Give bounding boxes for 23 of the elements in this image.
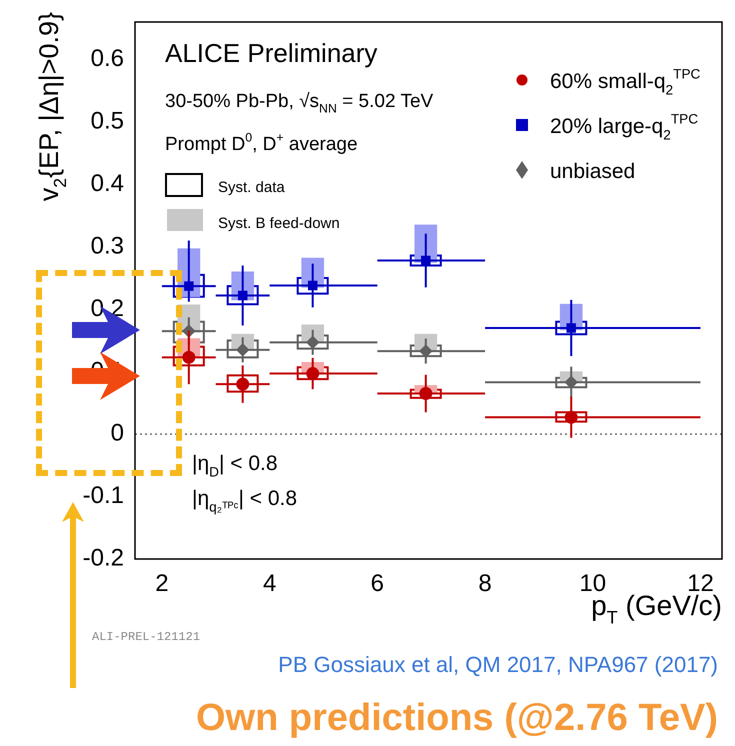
x-tick-label: 4 xyxy=(262,570,276,598)
point xyxy=(419,387,432,400)
y-tick-label: -0.1 xyxy=(82,482,124,510)
y-axis-title: v2{EP, |Δη|>0.9} xyxy=(34,12,70,202)
text: Own predictions (@2.76 TeV) xyxy=(196,697,718,739)
text: ALICE Preliminary xyxy=(165,38,378,68)
y-tick-label: 0.6 xyxy=(90,45,124,72)
point xyxy=(564,410,578,424)
x-tick-label: 6 xyxy=(370,570,384,598)
text: PB Gossiaux et al, QM 2017, NPA967 (2017) xyxy=(278,652,718,677)
y-tick-label: 0 xyxy=(110,420,124,447)
x-tick-label: 2 xyxy=(155,570,169,598)
x-tick-label: 8 xyxy=(478,570,492,598)
annotation: Syst. B feed-down xyxy=(218,215,340,232)
y-tick-label: 0.3 xyxy=(90,232,124,260)
y-tick-label: 0.5 xyxy=(90,108,124,135)
x-tick-label: 10 xyxy=(579,570,606,598)
legend-label: unbiased xyxy=(550,160,636,183)
annotation: Syst. data xyxy=(218,179,286,196)
y-tick-label: -0.2 xyxy=(82,544,124,572)
y-tick-label: 0.4 xyxy=(90,170,124,197)
point xyxy=(564,376,578,389)
text: ALI-PREL-121121 xyxy=(92,630,200,644)
